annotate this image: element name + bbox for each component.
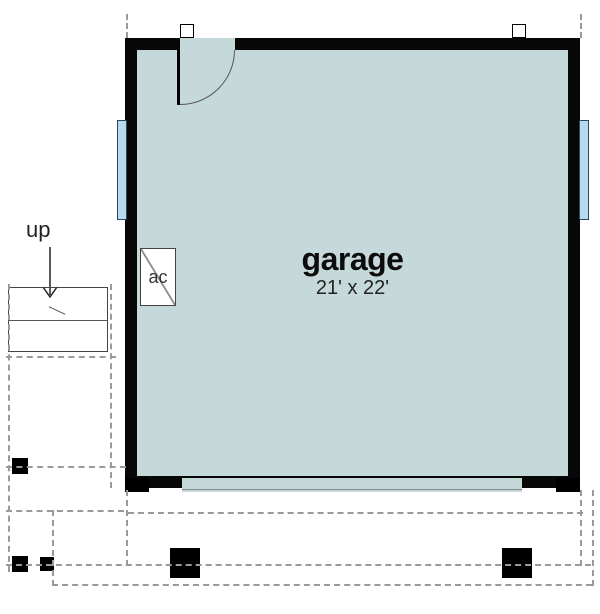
overhang-line bbox=[8, 284, 10, 572]
wall-jamb-right bbox=[556, 478, 580, 492]
overhang-line bbox=[6, 356, 116, 358]
wall-jamb-left bbox=[125, 478, 149, 492]
stair-landing bbox=[8, 287, 108, 352]
overhang-line bbox=[126, 490, 128, 566]
room-title: garage bbox=[125, 241, 580, 278]
overhang-line bbox=[126, 14, 128, 38]
post bbox=[170, 548, 200, 578]
roof-mark bbox=[512, 24, 526, 38]
post bbox=[502, 548, 532, 578]
room-dimensions: 21' x 22' bbox=[125, 277, 580, 300]
roof-mark bbox=[180, 24, 194, 38]
overhang-line bbox=[580, 14, 582, 38]
overhang-line bbox=[128, 512, 583, 514]
floorplan-canvas: ac garage 21' x 22' up bbox=[0, 0, 600, 614]
overhang-line bbox=[6, 510, 124, 512]
overhang-line bbox=[52, 510, 54, 586]
stair-direction-label: up bbox=[26, 217, 50, 243]
door-opening bbox=[180, 38, 235, 50]
overhang-line bbox=[6, 466, 126, 468]
overhang-line bbox=[580, 490, 582, 566]
overhang-line bbox=[592, 490, 594, 586]
overhang-line bbox=[110, 284, 112, 488]
window-left bbox=[117, 120, 127, 220]
window-right bbox=[579, 120, 589, 220]
overhang-line bbox=[52, 584, 592, 586]
overhang-line bbox=[6, 564, 591, 566]
garage-door-line bbox=[182, 489, 522, 490]
